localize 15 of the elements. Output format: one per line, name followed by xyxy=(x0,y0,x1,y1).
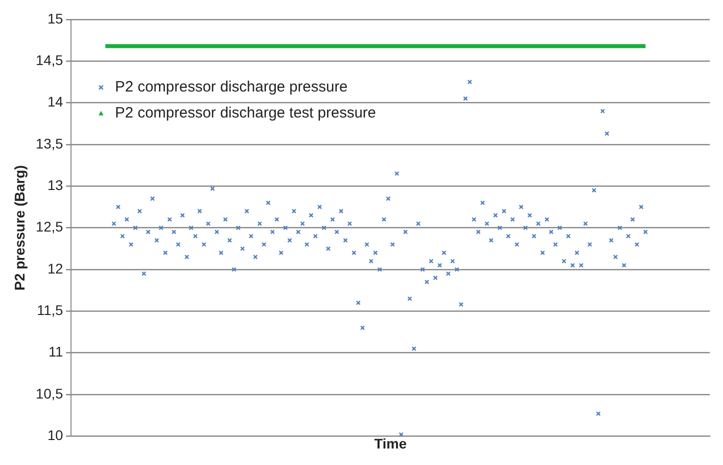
y-tick-label: 10 xyxy=(47,427,64,444)
y-tick-label: 11 xyxy=(48,344,64,360)
y-tick-label: 14,5 xyxy=(36,52,64,68)
legend-label: P2 compressor discharge test pressure xyxy=(115,104,376,122)
y-tick-label: 10,5 xyxy=(36,385,64,402)
legend-label: P2 compressor discharge pressure xyxy=(115,78,348,96)
y-tick-label: 13 xyxy=(47,176,64,193)
y-tick-label: 12 xyxy=(47,260,64,276)
y-tick-label: 13,5 xyxy=(36,135,64,152)
y-axis-title: P2 pressure (Barg) xyxy=(11,165,28,290)
y-tick-label: 11,5 xyxy=(36,302,64,318)
y-tick-label: 15 xyxy=(47,10,64,26)
y-tick-label: 14 xyxy=(47,94,64,110)
x-axis-title: Time xyxy=(374,435,407,452)
y-tick-label: 12,5 xyxy=(36,218,64,235)
